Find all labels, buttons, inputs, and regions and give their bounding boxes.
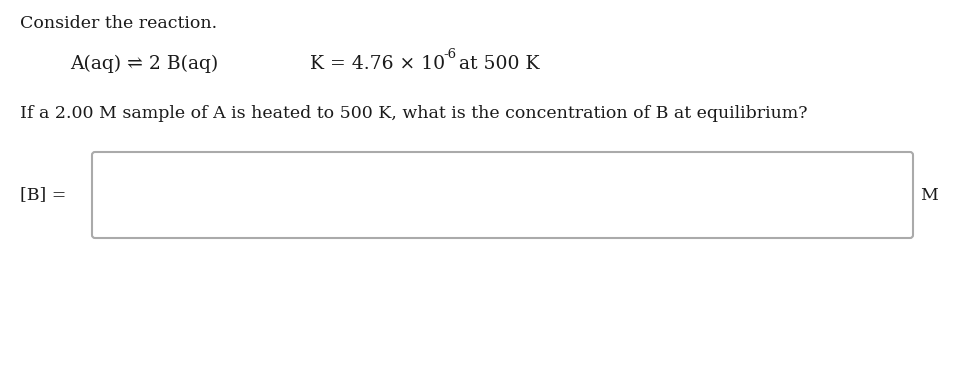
Text: at 500 K: at 500 K xyxy=(459,55,540,73)
Text: A(aq) ⇌ 2 B(aq): A(aq) ⇌ 2 B(aq) xyxy=(70,55,218,73)
Text: If a 2.00 M sample of A is heated to 500 K, what is the concentration of B at eq: If a 2.00 M sample of A is heated to 500… xyxy=(20,105,808,122)
Text: Consider the reaction.: Consider the reaction. xyxy=(20,15,217,32)
FancyBboxPatch shape xyxy=(92,152,913,238)
Text: K = 4.76 × 10: K = 4.76 × 10 xyxy=(310,55,445,73)
Text: -6: -6 xyxy=(443,48,456,61)
Text: [B] =: [B] = xyxy=(20,186,67,204)
Text: M: M xyxy=(920,186,938,204)
